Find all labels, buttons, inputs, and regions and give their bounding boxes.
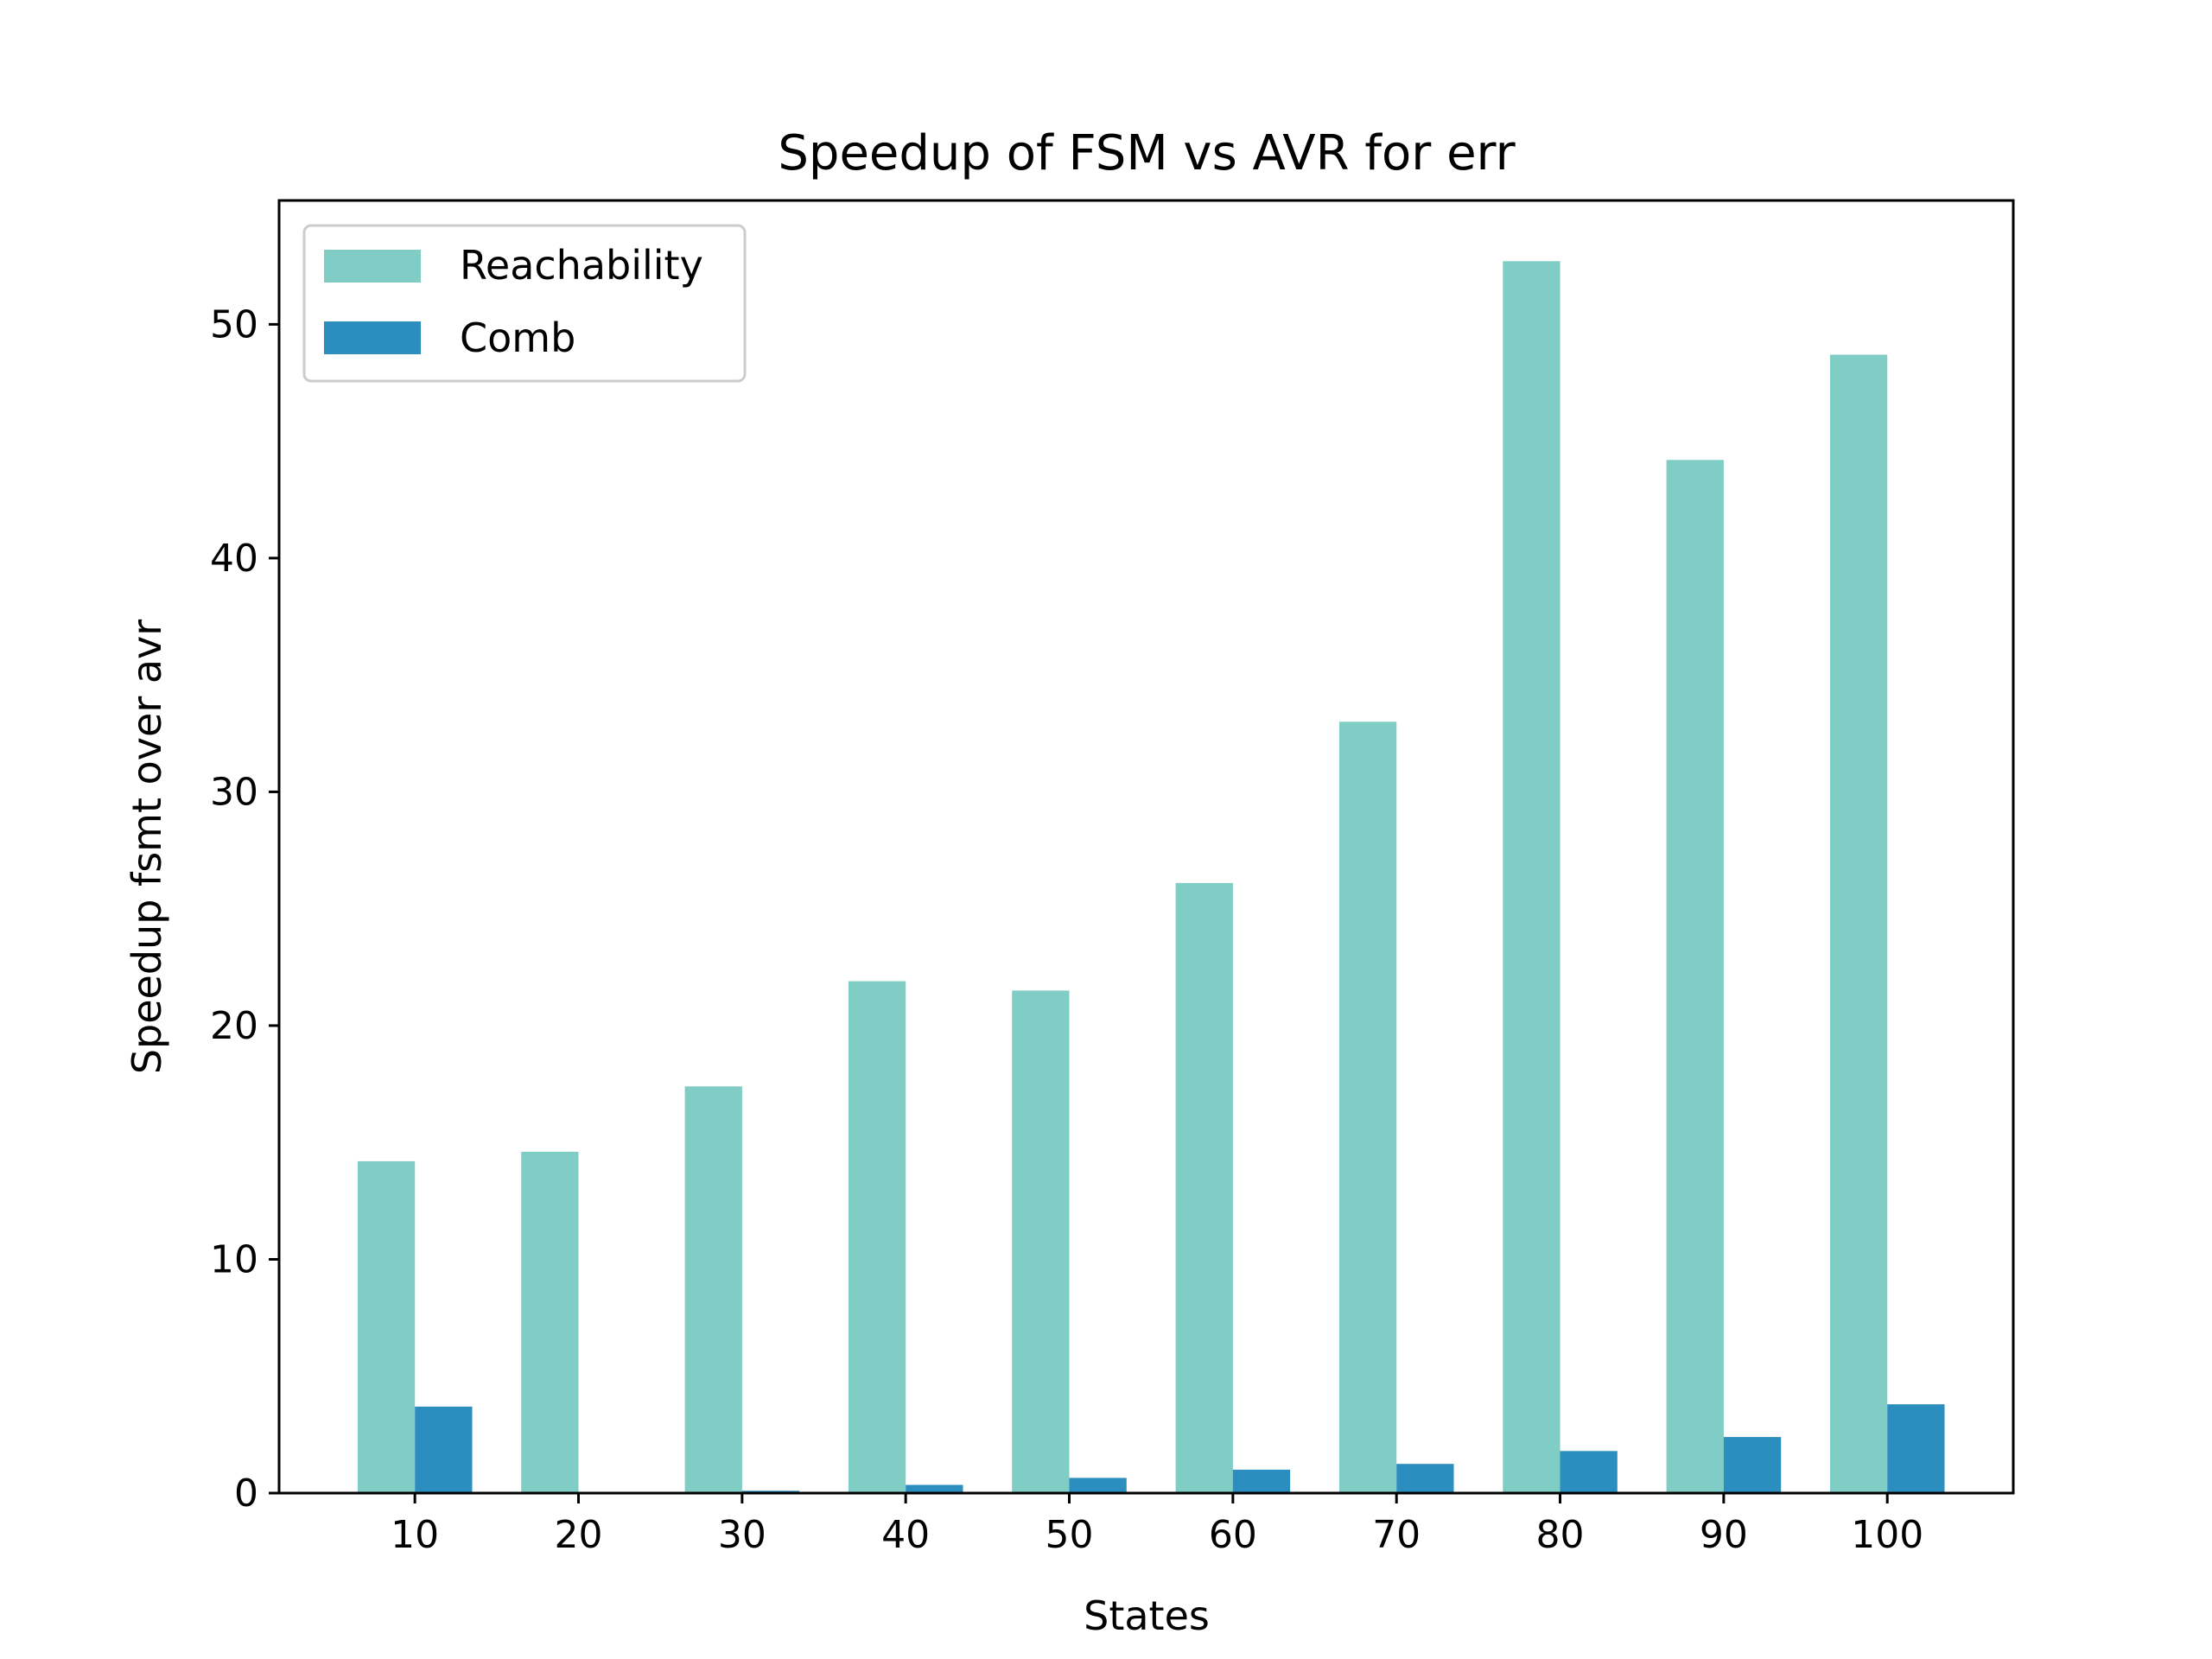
legend-label-reachability: Reachability (460, 242, 703, 289)
legend-swatch-reachability (324, 250, 421, 283)
bar-reachability-10 (357, 1160, 416, 1493)
bar-reachability-40 (848, 981, 906, 1493)
bar-reachability-100 (1829, 354, 1888, 1493)
x-tick-label-80: 80 (1536, 1513, 1585, 1557)
y-tick-label-50: 50 (210, 302, 258, 346)
legend-label-comb: Comb (460, 315, 575, 361)
bar-comb-70 (1396, 1464, 1454, 1493)
y-tick-label-40: 40 (210, 537, 258, 581)
bar-reachability-30 (684, 1086, 742, 1493)
bar-reachability-90 (1666, 460, 1724, 1493)
x-tick-label-30: 30 (718, 1513, 766, 1557)
x-tick-label-90: 90 (1700, 1513, 1748, 1557)
x-tick-label-10: 10 (391, 1513, 439, 1557)
bar-comb-60 (1232, 1469, 1291, 1493)
y-tick-label-0: 0 (234, 1471, 258, 1516)
bar-comb-40 (906, 1484, 963, 1493)
y-tick-label-30: 30 (210, 770, 258, 814)
x-axis: 10 20 30 40 50 60 70 80 90 100 (391, 1493, 1923, 1557)
bar-reachability-60 (1175, 882, 1233, 1493)
bar-comb-90 (1723, 1437, 1782, 1493)
bar-reachability-70 (1338, 721, 1397, 1493)
legend-swatch-comb (324, 321, 421, 354)
y-axis-label: Speedup fsmt over avr (124, 620, 170, 1074)
x-tick-label-50: 50 (1046, 1513, 1094, 1557)
x-axis-label: States (1084, 1592, 1210, 1639)
y-tick-label-10: 10 (210, 1237, 258, 1281)
bar-reachability-20 (521, 1152, 579, 1493)
plot-frame (277, 199, 2015, 1495)
bar-comb-50 (1069, 1478, 1127, 1493)
x-tick-label-70: 70 (1372, 1513, 1421, 1557)
bar-comb-100 (1887, 1404, 1945, 1493)
bar-comb-10 (415, 1406, 473, 1493)
bar-reachability-50 (1012, 990, 1070, 1493)
y-axis: 0 10 20 30 40 50 (210, 302, 279, 1516)
x-tick-label-40: 40 (881, 1513, 930, 1557)
y-tick-label-20: 20 (210, 1004, 258, 1048)
bar-reachability-80 (1503, 261, 1560, 1493)
bar-comb-80 (1560, 1451, 1618, 1493)
x-tick-label-20: 20 (554, 1513, 602, 1557)
x-tick-label-100: 100 (1851, 1513, 1923, 1557)
plot-area (357, 261, 1945, 1493)
x-tick-label-60: 60 (1209, 1513, 1257, 1557)
legend: Reachability Comb (302, 224, 747, 383)
chart-title: Speedup of FSM vs AVR for err (778, 125, 1516, 181)
